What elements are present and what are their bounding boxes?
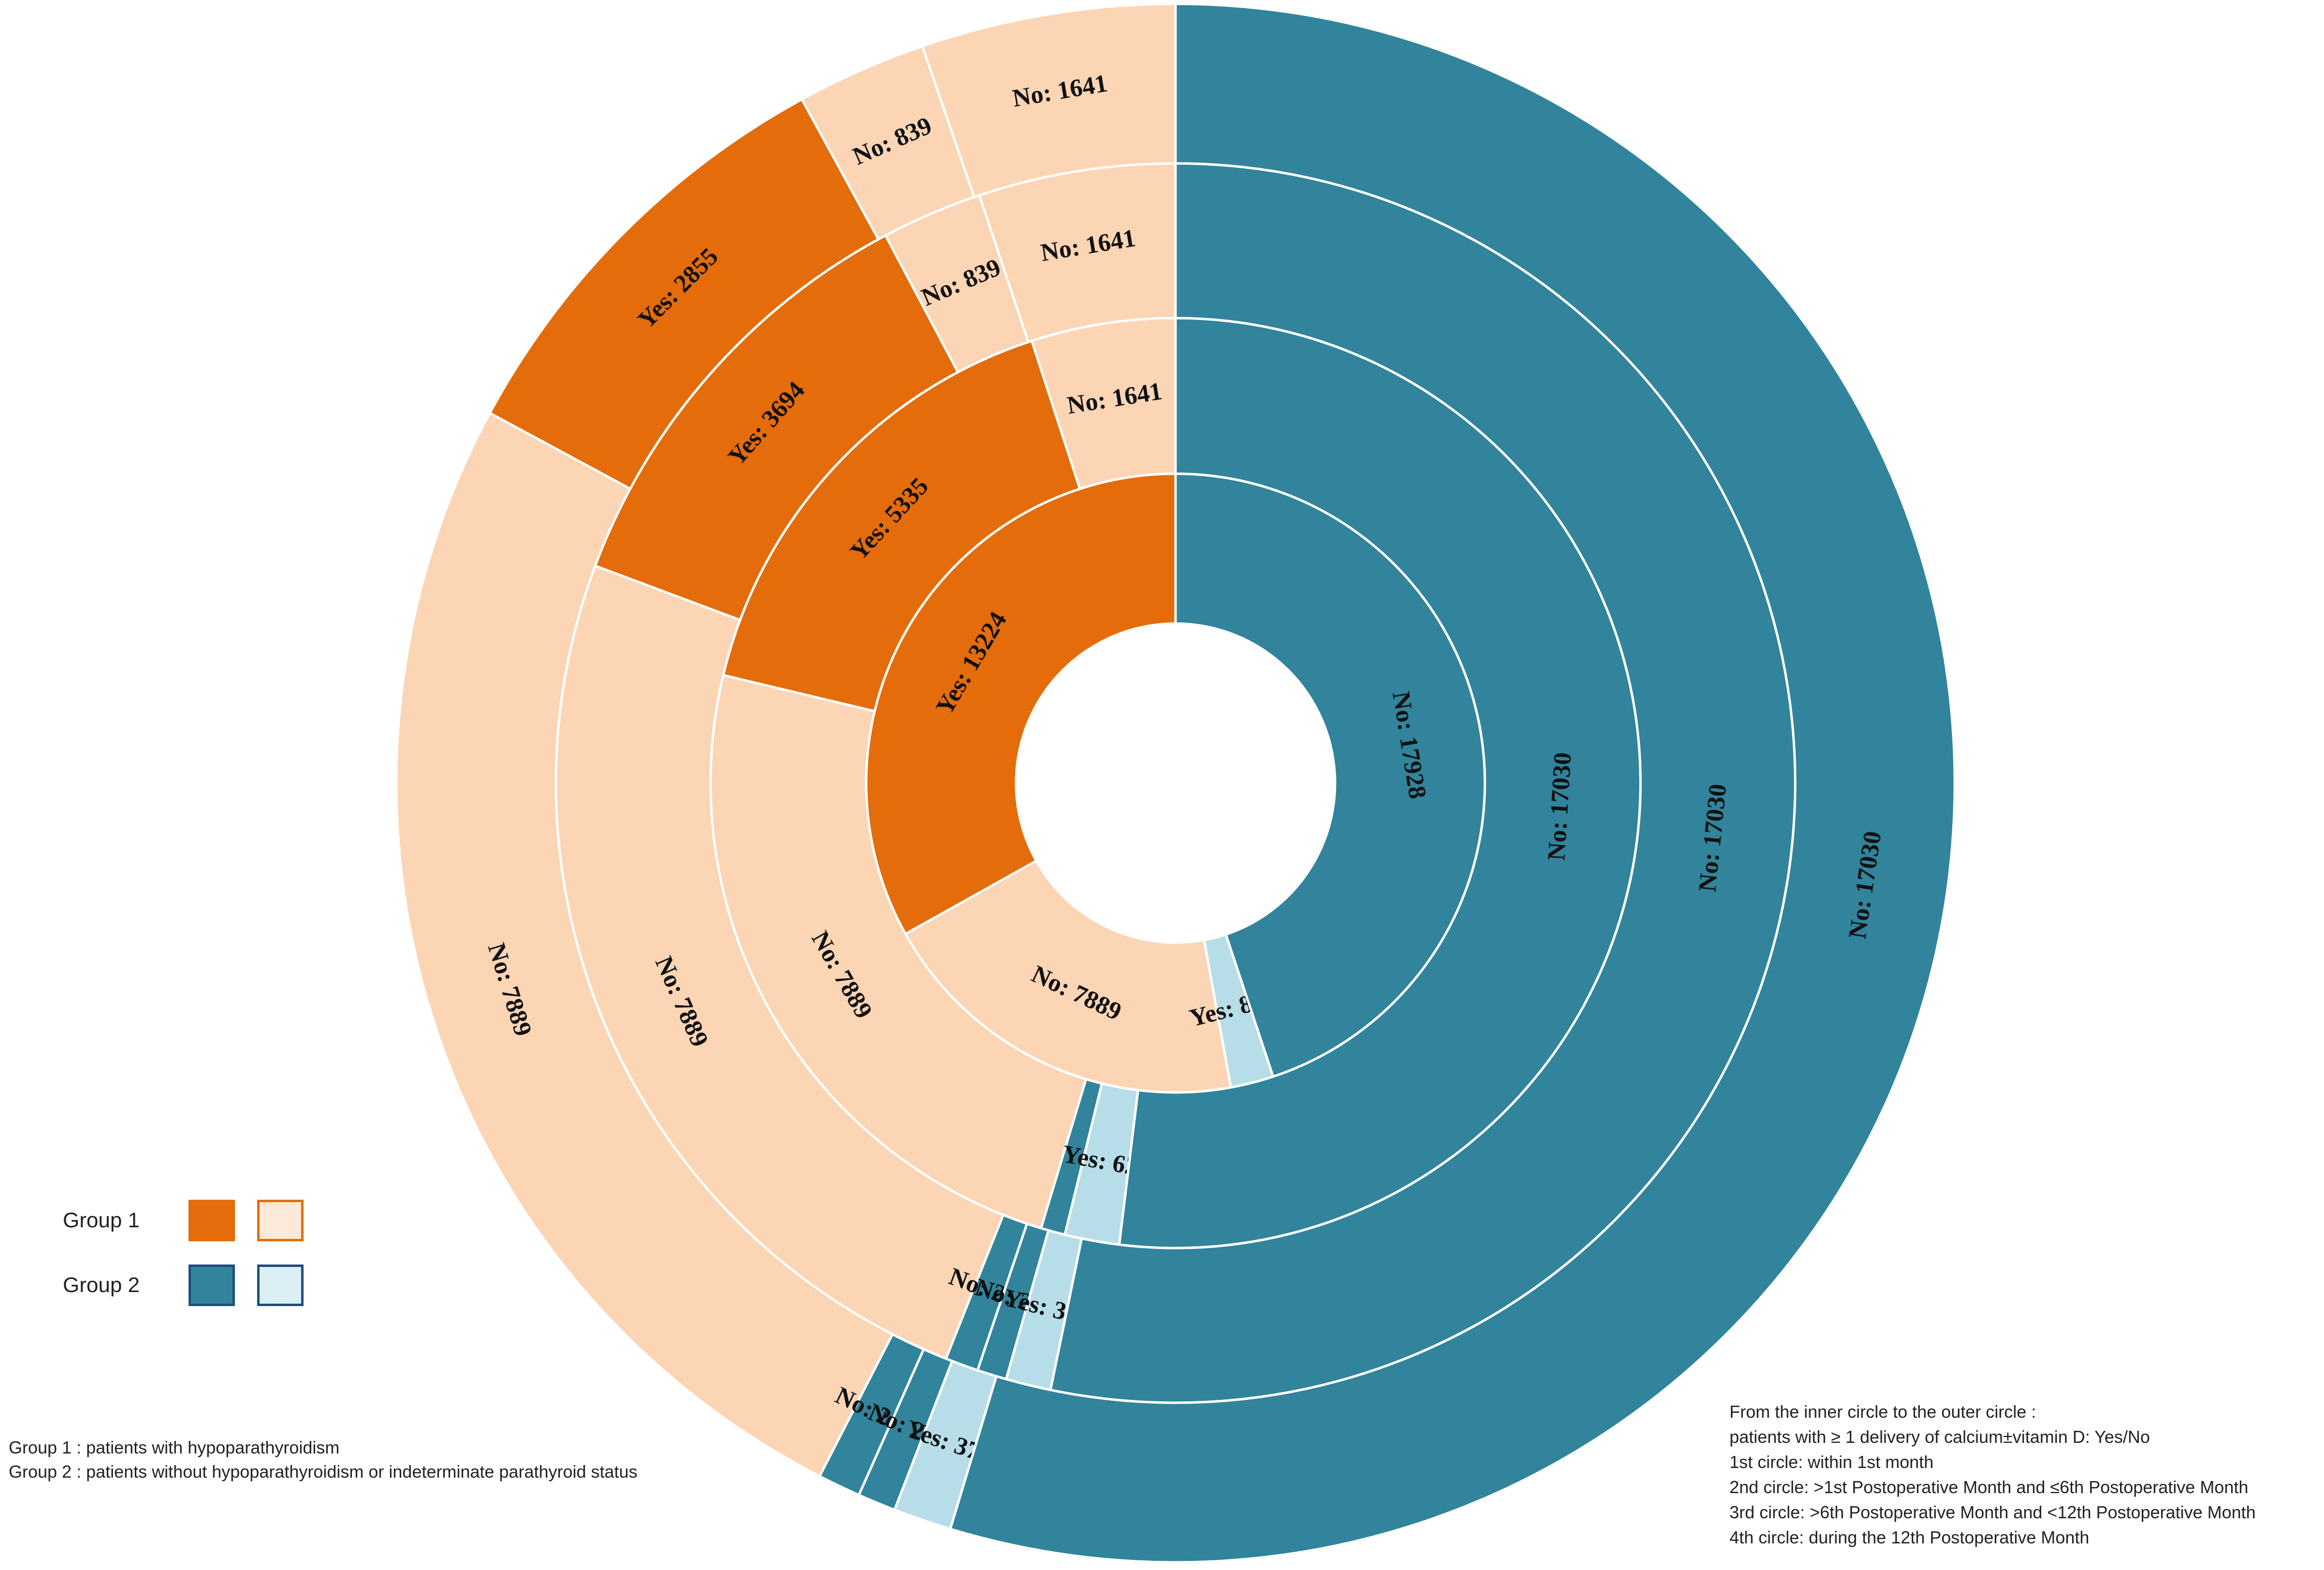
circle-definitions: From the inner circle to the outer circl…	[1729, 1399, 2256, 1550]
circle-note-1st: 1st circle: within 1st month	[1729, 1452, 1934, 1472]
legend-label-group-2: Group 2	[63, 1273, 140, 1297]
group-definitions: Group 1 : patients with hypoparathyroidi…	[9, 1436, 638, 1484]
legend-row-group-1: Group 1	[63, 1194, 326, 1247]
group-1-definition: Group 1 : patients with hypoparathyroidi…	[9, 1438, 340, 1457]
legend: Group 1 Group 2	[63, 1194, 326, 1323]
circle-note-2nd: 2nd circle: >1st Postoperative Month and…	[1729, 1477, 2249, 1497]
group-2-definition: Group 2 : patients without hypoparathyro…	[9, 1462, 638, 1482]
ring-2-label-no-17030: No: 17030	[1543, 752, 1577, 861]
ring-4-segment-group-2-no-17030	[948, 2, 1956, 1564]
legend-row-group-2: Group 2	[63, 1259, 326, 1312]
legend-swatch-group-2-yes	[257, 1265, 304, 1306]
circle-note-intro: From the inner circle to the outer circl…	[1729, 1402, 2036, 1422]
legend-swatch-group-2-no	[189, 1265, 235, 1306]
legend-swatch-group-1-yes	[189, 1200, 235, 1241]
circle-note-question: patients with ≥ 1 delivery of calcium±vi…	[1729, 1427, 2150, 1447]
legend-label-group-1: Group 1	[63, 1208, 140, 1232]
circle-note-4th: 4th circle: during the 12th Postoperativ…	[1729, 1527, 2090, 1547]
ring-4-segment-group-1-no-7889	[395, 411, 894, 1478]
legend-swatch-group-1-no	[257, 1200, 304, 1241]
circle-note-3rd: 3rd circle: >6th Postoperative Month and…	[1729, 1502, 2256, 1522]
